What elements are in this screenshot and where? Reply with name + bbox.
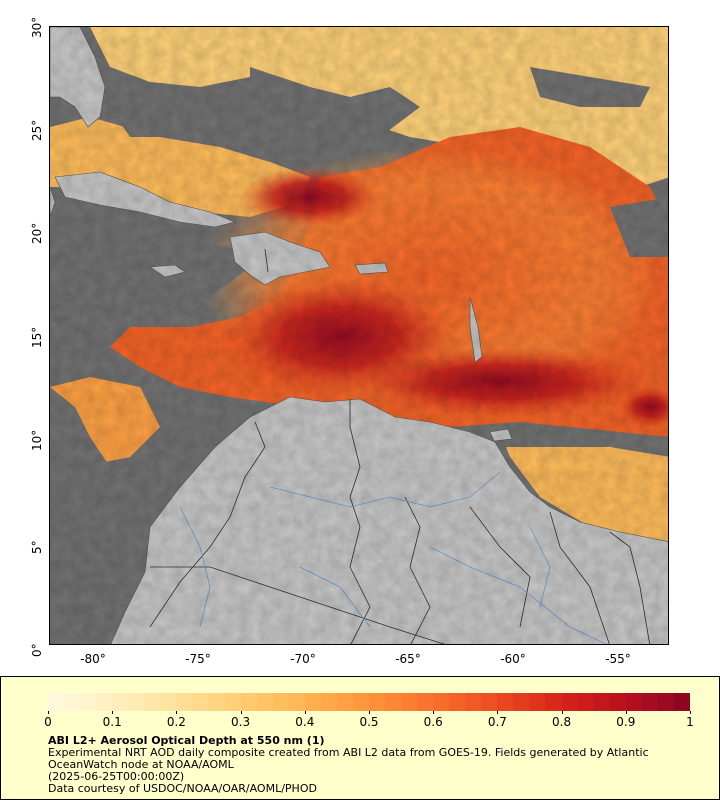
colorbar-swatch (673, 693, 690, 711)
colorbar-tick-mark (433, 711, 435, 714)
colorbar-swatch (128, 693, 145, 711)
legend-panel: 0 0.1 0.2 0.3 0.4 0.5 0.6 0.7 0.8 0.9 1 ABI L2+ Ae… (0, 676, 720, 800)
colorbar-tick-label: 0.5 (359, 715, 379, 729)
colorbar-tick-label: 0.8 (552, 715, 572, 729)
colorbar-tick-label: 0.2 (166, 715, 186, 729)
colorbar-swatch (417, 693, 434, 711)
colorbar-swatch (256, 693, 273, 711)
colorbar-tick-mark (176, 711, 178, 714)
colorbar-swatch (336, 693, 353, 711)
colorbar-swatch (449, 693, 466, 711)
legend-description-line1: Experimental NRT AOD daily composite cre… (48, 746, 649, 759)
colorbar-swatch (176, 693, 193, 711)
colorbar-tick-mark (112, 711, 114, 714)
colorbar-swatch (657, 693, 674, 711)
colorbar-tick-label: 0.9 (616, 715, 636, 729)
colorbar-swatch (272, 693, 289, 711)
colorbar-swatch (160, 693, 177, 711)
colorbar-tick-label: 0.7 (487, 715, 507, 729)
longitude-label: -55° (605, 652, 631, 666)
colorbar-swatch (577, 693, 594, 711)
colorbar-tick-label: 1 (686, 715, 694, 729)
colorbar-swatch (481, 693, 498, 711)
texture-overlay (50, 27, 668, 644)
longitude-label: -60° (500, 652, 526, 666)
colorbar-swatch (497, 693, 514, 711)
colorbar-swatch (529, 693, 546, 711)
colorbar-swatch (144, 693, 161, 711)
colorbar-tick-mark (625, 711, 627, 714)
colorbar-swatch (368, 693, 385, 711)
colorbar-swatch (192, 693, 209, 711)
colorbar-tick-mark (690, 711, 691, 714)
latitude-label: 20° (30, 223, 44, 245)
colorbar-swatch (96, 693, 113, 711)
colorbar-tick-mark (304, 711, 306, 714)
colorbar-swatch (609, 693, 626, 711)
longitude-label: -80° (80, 652, 106, 666)
colorbar-swatch (433, 693, 450, 711)
colorbar-tick-label: 0.3 (231, 715, 251, 729)
colorbar-tick-mark (561, 711, 563, 714)
longitude-label: -75° (185, 652, 211, 666)
aod-map (49, 26, 669, 645)
latitude-label: 15° (30, 326, 44, 348)
latitude-label: 5° (30, 540, 44, 554)
colorbar-swatch (545, 693, 562, 711)
colorbar-swatch (208, 693, 225, 711)
colorbar-tick-label: 0.1 (102, 715, 122, 729)
colorbar-swatch (80, 693, 97, 711)
latitude-label: 10° (30, 429, 44, 451)
legend-title: ABI L2+ Aerosol Optical Depth at 550 nm … (48, 734, 325, 747)
colorbar-swatch (465, 693, 482, 711)
colorbar-swatch (561, 693, 578, 711)
colorbar-tick-label: 0 (44, 715, 52, 729)
legend-date: (2025-06-25T00:00:00Z) (48, 770, 185, 783)
colorbar-tick-mark (369, 711, 370, 714)
colorbar-swatch (112, 693, 129, 711)
colorbar-tick-label: 0.4 (295, 715, 315, 729)
colorbar-swatch (240, 693, 257, 711)
colorbar-swatch (288, 693, 305, 711)
longitude-label: -65° (395, 652, 421, 666)
colorbar-swatch (641, 693, 658, 711)
longitude-label: -70° (290, 652, 316, 666)
colorbar-swatch (625, 693, 642, 711)
colorbar-swatch (48, 693, 65, 711)
latitude-label: 0° (30, 643, 44, 657)
map-canvas (50, 27, 668, 644)
colorbar-swatch (304, 693, 321, 711)
colorbar-tick-label: 0.6 (423, 715, 443, 729)
colorbar-swatch (224, 693, 241, 711)
colorbar-tick-mark (497, 711, 499, 714)
colorbar (48, 693, 690, 711)
colorbar-swatch (593, 693, 610, 711)
colorbar-swatch (401, 693, 418, 711)
latitude-label: 30° (30, 16, 44, 38)
colorbar-swatch (384, 693, 402, 711)
colorbar-swatch (64, 693, 81, 711)
legend-description-line2: OceanWatch node at NOAA/AOML (48, 758, 234, 771)
legend-credits: Data courtesy of USDOC/NOAA/OAR/AOML/PHO… (48, 782, 317, 795)
colorbar-swatch (320, 693, 337, 711)
colorbar-swatch (352, 693, 369, 711)
colorbar-tick-mark (48, 711, 49, 714)
colorbar-tick-mark (240, 711, 242, 714)
colorbar-swatch (513, 693, 530, 711)
latitude-label: 25° (30, 119, 44, 142)
